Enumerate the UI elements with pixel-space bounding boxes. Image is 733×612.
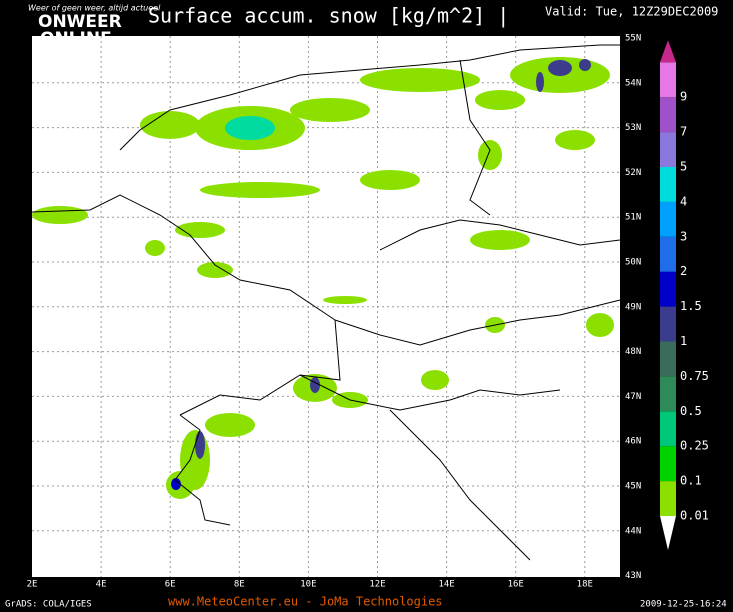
- borders: [31, 44, 621, 561]
- colorbar-band: [660, 306, 676, 342]
- lat-label: 45N: [625, 482, 641, 492]
- colorbar-band: [660, 411, 676, 447]
- lat-label: 47N: [625, 392, 641, 402]
- colorbar-band: [660, 167, 676, 202]
- valid-time: Valid: Tue, 12Z29DEC2009: [545, 5, 718, 19]
- colorbar-label: 0.75: [680, 369, 709, 383]
- colorbar-low: [660, 516, 676, 550]
- colorbar-high: [660, 40, 676, 63]
- lon-label: 14E: [438, 580, 454, 590]
- colorbar-label: 0.25: [680, 439, 709, 453]
- colorbar-band: [660, 271, 676, 307]
- colorbar-label: 1: [680, 334, 687, 348]
- lat-label: 44N: [625, 526, 641, 536]
- graticule: [32, 36, 620, 577]
- colorbar-band: [660, 62, 676, 98]
- footer-center: www.MeteoCenter.eu - JoMa Technologies: [168, 595, 443, 609]
- lat-label: 48N: [625, 347, 641, 357]
- lat-label: 51N: [625, 213, 641, 223]
- colorbar-label: 7: [680, 125, 687, 139]
- lon-label: 2E: [27, 580, 38, 590]
- colorbar-band: [660, 376, 676, 412]
- lon-label: 12E: [369, 580, 385, 590]
- tagline: Weer of geen weer, altijd actueel: [28, 4, 161, 13]
- snow-cores: [171, 59, 591, 490]
- colorbar-label: 4: [680, 194, 687, 208]
- lon-label: 16E: [508, 580, 524, 590]
- lon-label: 18E: [577, 580, 593, 590]
- lat-label: 43N: [625, 571, 641, 581]
- logo-top: ONWEER: [38, 12, 122, 32]
- footer-left: GrADS: COLA/IGES: [5, 600, 92, 610]
- lat-label: 55N: [625, 34, 641, 44]
- lat-label: 52N: [625, 168, 641, 178]
- colorbar: [660, 40, 676, 550]
- lat-label: 46N: [625, 437, 641, 447]
- colorbar-band: [660, 132, 676, 167]
- colorbar-band: [660, 341, 676, 377]
- colorbar-band: [660, 481, 676, 516]
- lon-label: 10E: [300, 580, 316, 590]
- colorbar-band: [660, 236, 676, 272]
- colorbar-band: [660, 201, 676, 237]
- colorbar-label: 0.5: [680, 404, 702, 418]
- title: Surface accum. snow [kg/m^2] |: [148, 4, 509, 28]
- logo-bottom: ONLINE: [40, 29, 112, 49]
- colorbar-label: 2: [680, 264, 687, 278]
- colorbar-label: 9: [680, 90, 687, 104]
- lat-label: 53N: [625, 123, 641, 133]
- colorbar-label: 3: [680, 229, 687, 243]
- colorbar-label: 0.01: [680, 509, 709, 523]
- colorbar-label: 5: [680, 160, 687, 174]
- colorbar-band: [660, 97, 676, 133]
- lat-label: 49N: [625, 302, 641, 312]
- lon-label: 4E: [96, 580, 107, 590]
- lat-label: 50N: [625, 258, 641, 268]
- colorbar-band: [660, 446, 676, 482]
- lon-label: 8E: [234, 580, 245, 590]
- footer-right: 2009-12-25-16:24: [640, 600, 727, 610]
- colorbar-label: 1.5: [680, 299, 702, 313]
- lon-label: 6E: [165, 580, 176, 590]
- colorbar-label: 0.1: [680, 474, 702, 488]
- lat-label: 54N: [625, 78, 641, 88]
